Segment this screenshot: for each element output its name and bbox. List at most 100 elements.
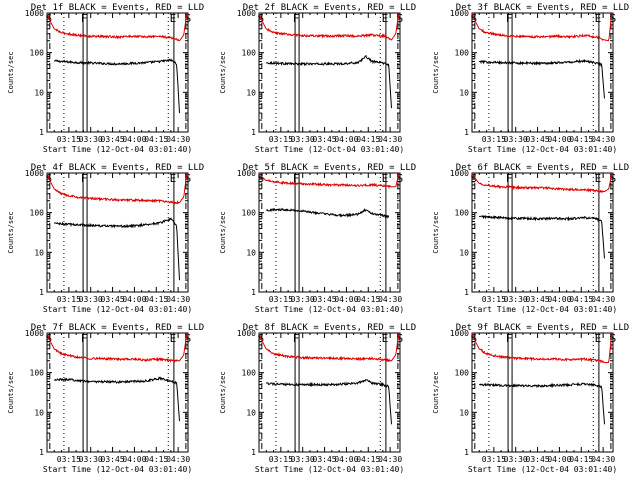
events-series-line (266, 379, 392, 425)
marker-label: S (610, 172, 617, 185)
y-tick-label: 1000 (25, 9, 44, 18)
x-tick-label: 03:45 (526, 135, 550, 144)
marker-label: E (595, 12, 602, 25)
y-tick-label: 1 (39, 448, 44, 457)
panel-title: Det 7f BLACK = Events, RED = LLD (31, 323, 204, 333)
lld-series-line (471, 12, 614, 42)
y-tick-label: 1000 (450, 9, 469, 18)
marker-label: F (81, 332, 88, 345)
y-axis-label: Counts/sec (7, 371, 15, 413)
x-tick-label: 03:30 (79, 455, 103, 464)
panel-title: Det 5f BLACK = Events, RED = LLD (243, 163, 416, 173)
x-tick-label: 03:15 (57, 295, 81, 304)
marker-label: F (293, 12, 300, 25)
x-tick-label: 03:30 (291, 295, 315, 304)
marker-label: S (258, 172, 265, 185)
events-series-line (53, 376, 180, 422)
x-axis-label: Start Time (12-Oct-04 03:01:40) (468, 145, 617, 154)
x-tick-label: 04:00 (547, 135, 571, 144)
plot-frame (471, 172, 614, 293)
x-tick-label: 04:15 (356, 455, 380, 464)
events-series-line (54, 217, 180, 281)
x-tick-label: 03:15 (57, 455, 81, 464)
y-tick-label: 1 (251, 128, 256, 137)
x-tick-label: 03:45 (101, 295, 125, 304)
marker-label: F (81, 172, 88, 185)
detector-panel: Det 1f BLACK = Events, RED = LLD Counts/s… (7, 3, 204, 154)
x-tick-label: 04:30 (591, 135, 615, 144)
marker-label: E (170, 332, 177, 345)
y-tick-label: 1 (39, 288, 44, 297)
lld-series-line (471, 172, 614, 194)
y-tick-label: 10 (459, 408, 469, 417)
y-axis-label: Counts/sec (432, 371, 440, 413)
plot-frame (258, 172, 401, 293)
x-axis-label: Start Time (12-Oct-04 03:01:40) (43, 465, 192, 474)
panel-title: Det 6f BLACK = Events, RED = LLD (456, 163, 629, 173)
lld-series-line (258, 12, 401, 41)
marker-label: E (382, 332, 389, 345)
events-series-line (266, 54, 392, 109)
panel-title: Det 8f BLACK = Events, RED = LLD (243, 323, 416, 333)
events-series-line (479, 58, 605, 99)
detector-panel: Det 9f BLACK = Events, RED = LLD Counts/s… (432, 323, 629, 474)
events-series-line (479, 214, 605, 259)
marker-label: S (397, 12, 404, 25)
y-tick-label: 100 (242, 369, 257, 378)
y-tick-label: 1 (464, 448, 469, 457)
events-series-line (266, 207, 390, 219)
y-axis-label: Counts/sec (7, 211, 15, 253)
marker-label: S (397, 332, 404, 345)
x-tick-label: 03:30 (291, 455, 315, 464)
plot-frame (471, 12, 614, 133)
x-tick-label: 04:00 (122, 295, 146, 304)
lld-series-line (258, 172, 401, 189)
x-tick-label: 03:45 (313, 295, 337, 304)
x-tick-label: 04:00 (122, 135, 146, 144)
y-tick-label: 1 (464, 288, 469, 297)
plot-frame (258, 332, 401, 453)
detector-panel: Det 8f BLACK = Events, RED = LLD Counts/s… (219, 323, 416, 474)
x-tick-label: 04:15 (569, 135, 593, 144)
x-tick-label: 04:00 (334, 295, 358, 304)
panel-title: Det 4f BLACK = Events, RED = LLD (31, 163, 204, 173)
detector-panel: Det 3f BLACK = Events, RED = LLD Counts/s… (432, 3, 629, 154)
marker-label: F (293, 172, 300, 185)
marker-label: S (610, 332, 617, 345)
y-tick-label: 1000 (450, 329, 469, 338)
marker-label: S (610, 12, 617, 25)
y-tick-label: 100 (455, 209, 470, 218)
marker-label: S (185, 172, 192, 185)
x-tick-label: 03:45 (101, 455, 125, 464)
y-axis-label: Counts/sec (219, 371, 227, 413)
x-tick-label: 04:00 (122, 455, 146, 464)
x-tick-label: 04:30 (166, 135, 190, 144)
plot-frame (471, 332, 614, 453)
y-tick-label: 100 (30, 49, 45, 58)
events-series-line (54, 58, 180, 114)
x-tick-label: 04:30 (166, 455, 190, 464)
y-tick-label: 10 (459, 248, 469, 257)
detector-panel: Det 2f BLACK = Events, RED = LLD Counts/s… (219, 3, 416, 154)
lld-series-line (46, 172, 189, 205)
marker-label: F (506, 12, 513, 25)
x-tick-label: 04:15 (569, 295, 593, 304)
marker-label: E (170, 172, 177, 185)
y-tick-label: 1000 (25, 329, 44, 338)
x-tick-label: 04:00 (334, 135, 358, 144)
lld-series-line (46, 12, 189, 42)
panel-title: Det 1f BLACK = Events, RED = LLD (31, 3, 204, 13)
x-tick-label: 03:15 (482, 455, 506, 464)
x-tick-label: 03:45 (526, 455, 550, 464)
x-axis-label: Start Time (12-Oct-04 03:01:40) (255, 305, 404, 314)
y-axis-label: Counts/sec (7, 51, 15, 93)
lld-series-line (471, 332, 614, 364)
plot-frame (46, 172, 189, 293)
x-tick-label: 03:45 (313, 455, 337, 464)
marker-label: E (595, 172, 602, 185)
marker-label: E (170, 12, 177, 25)
x-tick-label: 03:15 (482, 295, 506, 304)
marker-label: S (185, 332, 192, 345)
y-axis-label: Counts/sec (432, 51, 440, 93)
